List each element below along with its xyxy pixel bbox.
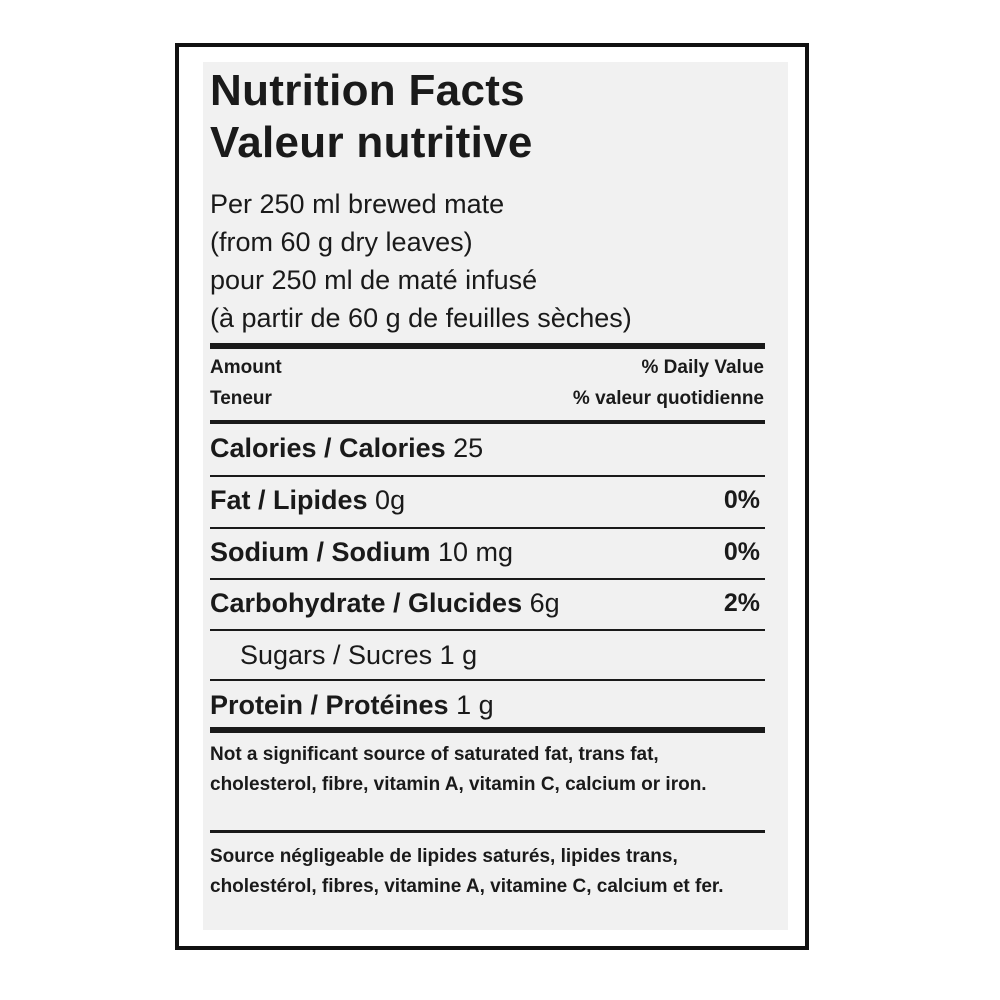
- nutrient-row-sodium: Sodium / Sodium 10 mg: [210, 537, 514, 567]
- medium-rule: [210, 420, 765, 424]
- nutrient-row-fat: Fat / Lipides 0g: [210, 485, 406, 515]
- footnote-fr: Source négligeable de lipides saturés, l…: [210, 846, 724, 897]
- amount-header-en: Amount: [210, 357, 282, 378]
- footnote-en: Not a significant source of saturated fa…: [210, 744, 707, 795]
- thick-rule: [210, 727, 765, 733]
- label-panel: [203, 62, 788, 930]
- title-fr: Valeur nutritive: [210, 118, 533, 167]
- dv-carbohydrate: 2%: [723, 589, 760, 617]
- row-rule: [210, 475, 765, 477]
- serving-line: Per 250 ml brewed mate: [210, 189, 505, 219]
- dv-header-fr: % valeur quotidienne: [572, 388, 764, 409]
- nutrient-row-carbohydrate: Carbohydrate / Glucides 6g: [210, 588, 560, 618]
- dv-header-en: % Daily Value: [641, 357, 764, 378]
- nutrient-row-sugars: Sugars / Sucres 1 g: [240, 640, 478, 670]
- row-rule: [210, 629, 765, 631]
- thick-rule: [210, 343, 765, 349]
- nutrient-row-calories: Calories / Calories 25: [210, 433, 484, 463]
- row-rule: [210, 578, 765, 580]
- dv-fat: 0%: [723, 486, 760, 514]
- row-rule: [210, 679, 765, 681]
- dv-sodium: 0%: [723, 538, 760, 566]
- serving-line: (à partir de 60 g de feuilles sèches): [210, 303, 632, 333]
- serving-line: (from 60 g dry leaves): [210, 227, 473, 257]
- title-en: Nutrition Facts: [210, 66, 525, 115]
- nutrient-row-protein: Protein / Protéines 1 g: [210, 690, 494, 720]
- row-rule: [210, 527, 765, 529]
- amount-header-fr: Teneur: [210, 388, 272, 409]
- serving-line: pour 250 ml de maté infusé: [210, 265, 538, 295]
- footnote-rule: [210, 830, 765, 833]
